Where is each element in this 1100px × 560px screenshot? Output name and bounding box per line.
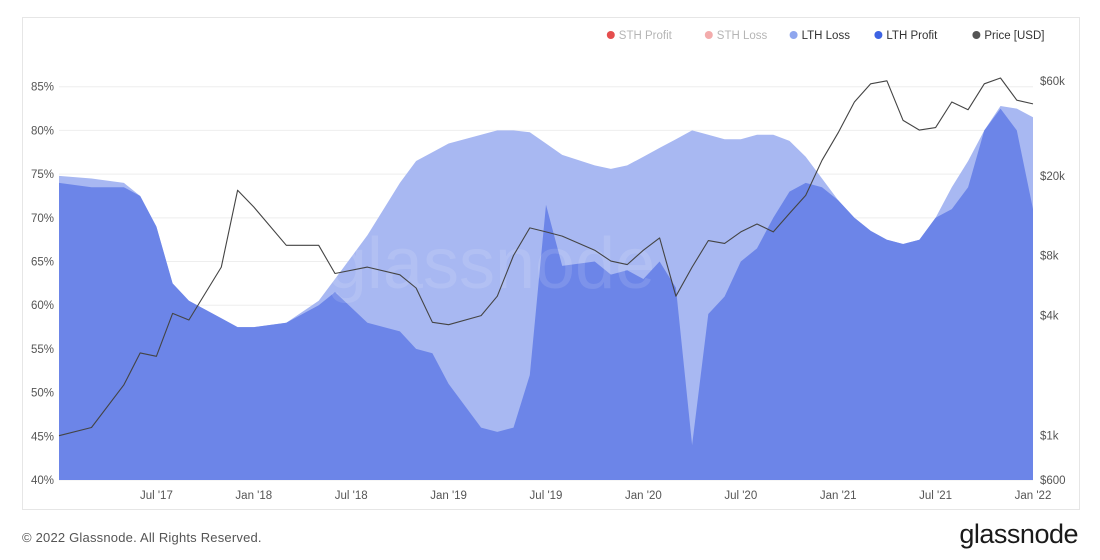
y-left-tick-label: 45% — [31, 431, 54, 443]
legend-label: LTH Profit — [886, 30, 938, 42]
y-left-tick-label: 50% — [31, 388, 54, 400]
price-line — [58, 77, 1034, 437]
y-left-tick-label: 60% — [31, 300, 54, 312]
x-tick-label: Jul '17 — [140, 490, 173, 502]
x-tick-label: Jan '18 — [235, 490, 272, 502]
y-left-tick-label: 65% — [31, 257, 54, 269]
chart-svg: STH Profit STH Loss LTH Loss LTH Profit Pric… — [31, 30, 1066, 502]
y-right-tick-label: $20k — [1040, 171, 1065, 183]
legend-item-price-usd[interactable]: Price [USD] — [972, 30, 1044, 42]
y-right-tick-label: $1k — [1040, 431, 1059, 443]
legend-item-lth-profit[interactable]: LTH Profit — [874, 30, 938, 42]
y-left-tick-label: 85% — [31, 82, 54, 94]
y-right-tick-label: $4k — [1040, 311, 1059, 323]
y-axis-left: 85% 80% 75% 70% 65% 60% 55% 50% 45% 40% — [31, 82, 54, 487]
plot-areas — [59, 106, 1033, 480]
legend-item-sth-loss[interactable]: STH Loss — [704, 30, 768, 42]
legend-dot — [789, 31, 798, 39]
x-tick-label: Jul '19 — [530, 490, 563, 502]
legend-dot — [874, 31, 883, 39]
copyright-text: © 2022 Glassnode. All Rights Reserved. — [22, 530, 262, 545]
y-left-tick-label: 55% — [31, 344, 54, 356]
y-right-tick-label: $8k — [1040, 250, 1059, 262]
y-left-tick-label: 75% — [31, 169, 54, 181]
chart-frame: STH Profit STH Loss LTH Loss LTH Profit Pric… — [22, 17, 1080, 510]
legend-item-sth-profit[interactable]: STH Profit — [606, 30, 673, 42]
y-right-tick-label: $600 — [1040, 475, 1066, 487]
y-right-tick-label: $60k — [1040, 76, 1065, 88]
legend-item-lth-loss[interactable]: LTH Loss — [789, 30, 851, 42]
x-tick-label: Jan '22 — [1015, 490, 1052, 502]
legend-label: Price [USD] — [984, 30, 1044, 42]
y-left-tick-label: 70% — [31, 213, 54, 225]
price-series — [58, 77, 1034, 437]
watermark: glassnode — [327, 224, 655, 304]
legend: STH Profit STH Loss LTH Loss LTH Profit Pric… — [606, 30, 1044, 42]
x-tick-label: Jan '19 — [430, 490, 467, 502]
brand-logo: glassnode — [959, 519, 1078, 549]
legend-dot — [704, 31, 713, 39]
y-left-tick-label: 80% — [31, 125, 54, 137]
legend-dot — [972, 31, 981, 39]
x-tick-label: Jan '20 — [625, 490, 662, 502]
legend-label: STH Loss — [717, 30, 768, 42]
legend-dot — [606, 31, 615, 39]
legend-label: LTH Loss — [802, 30, 851, 42]
x-tick-label: Jan '21 — [820, 490, 857, 502]
area-lth-profit — [59, 108, 1033, 480]
y-left-tick-label: 40% — [31, 475, 54, 487]
y-axis-right: $60k $20k $8k $4k $1k $600 — [1040, 76, 1066, 487]
x-tick-label: Jul '21 — [919, 490, 952, 502]
x-axis: Jul '17 Jan '18 Jul '18 Jan '19 Jul '19 Jan '… — [140, 490, 1051, 502]
x-tick-label: Jul '18 — [335, 490, 368, 502]
legend-label: STH Profit — [619, 30, 673, 42]
x-tick-label: Jul '20 — [724, 490, 757, 502]
